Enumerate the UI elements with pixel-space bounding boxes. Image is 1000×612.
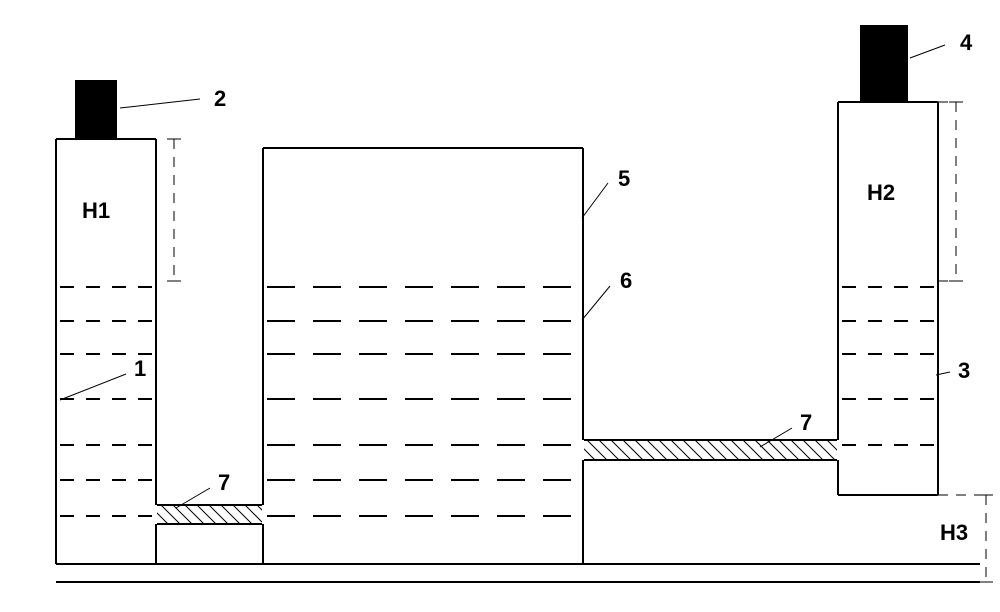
diagram: H1 H2 H3 4 2 5 6 1 3 7 7 [0,0,1000,612]
callout-5: 5 [618,166,630,191]
callout-7: 7 [218,470,230,495]
label-h1: H1 [82,198,110,223]
callout-4: 4 [960,30,973,55]
callout-7: 7 [800,410,812,435]
block-4 [860,25,908,103]
block-2 [75,80,117,140]
callout-3: 3 [958,358,970,383]
callout-1: 1 [134,356,146,381]
callout-2: 2 [214,86,226,111]
label-h2: H2 [867,180,895,205]
label-h3: H3 [940,520,968,545]
callout-6: 6 [620,268,632,293]
